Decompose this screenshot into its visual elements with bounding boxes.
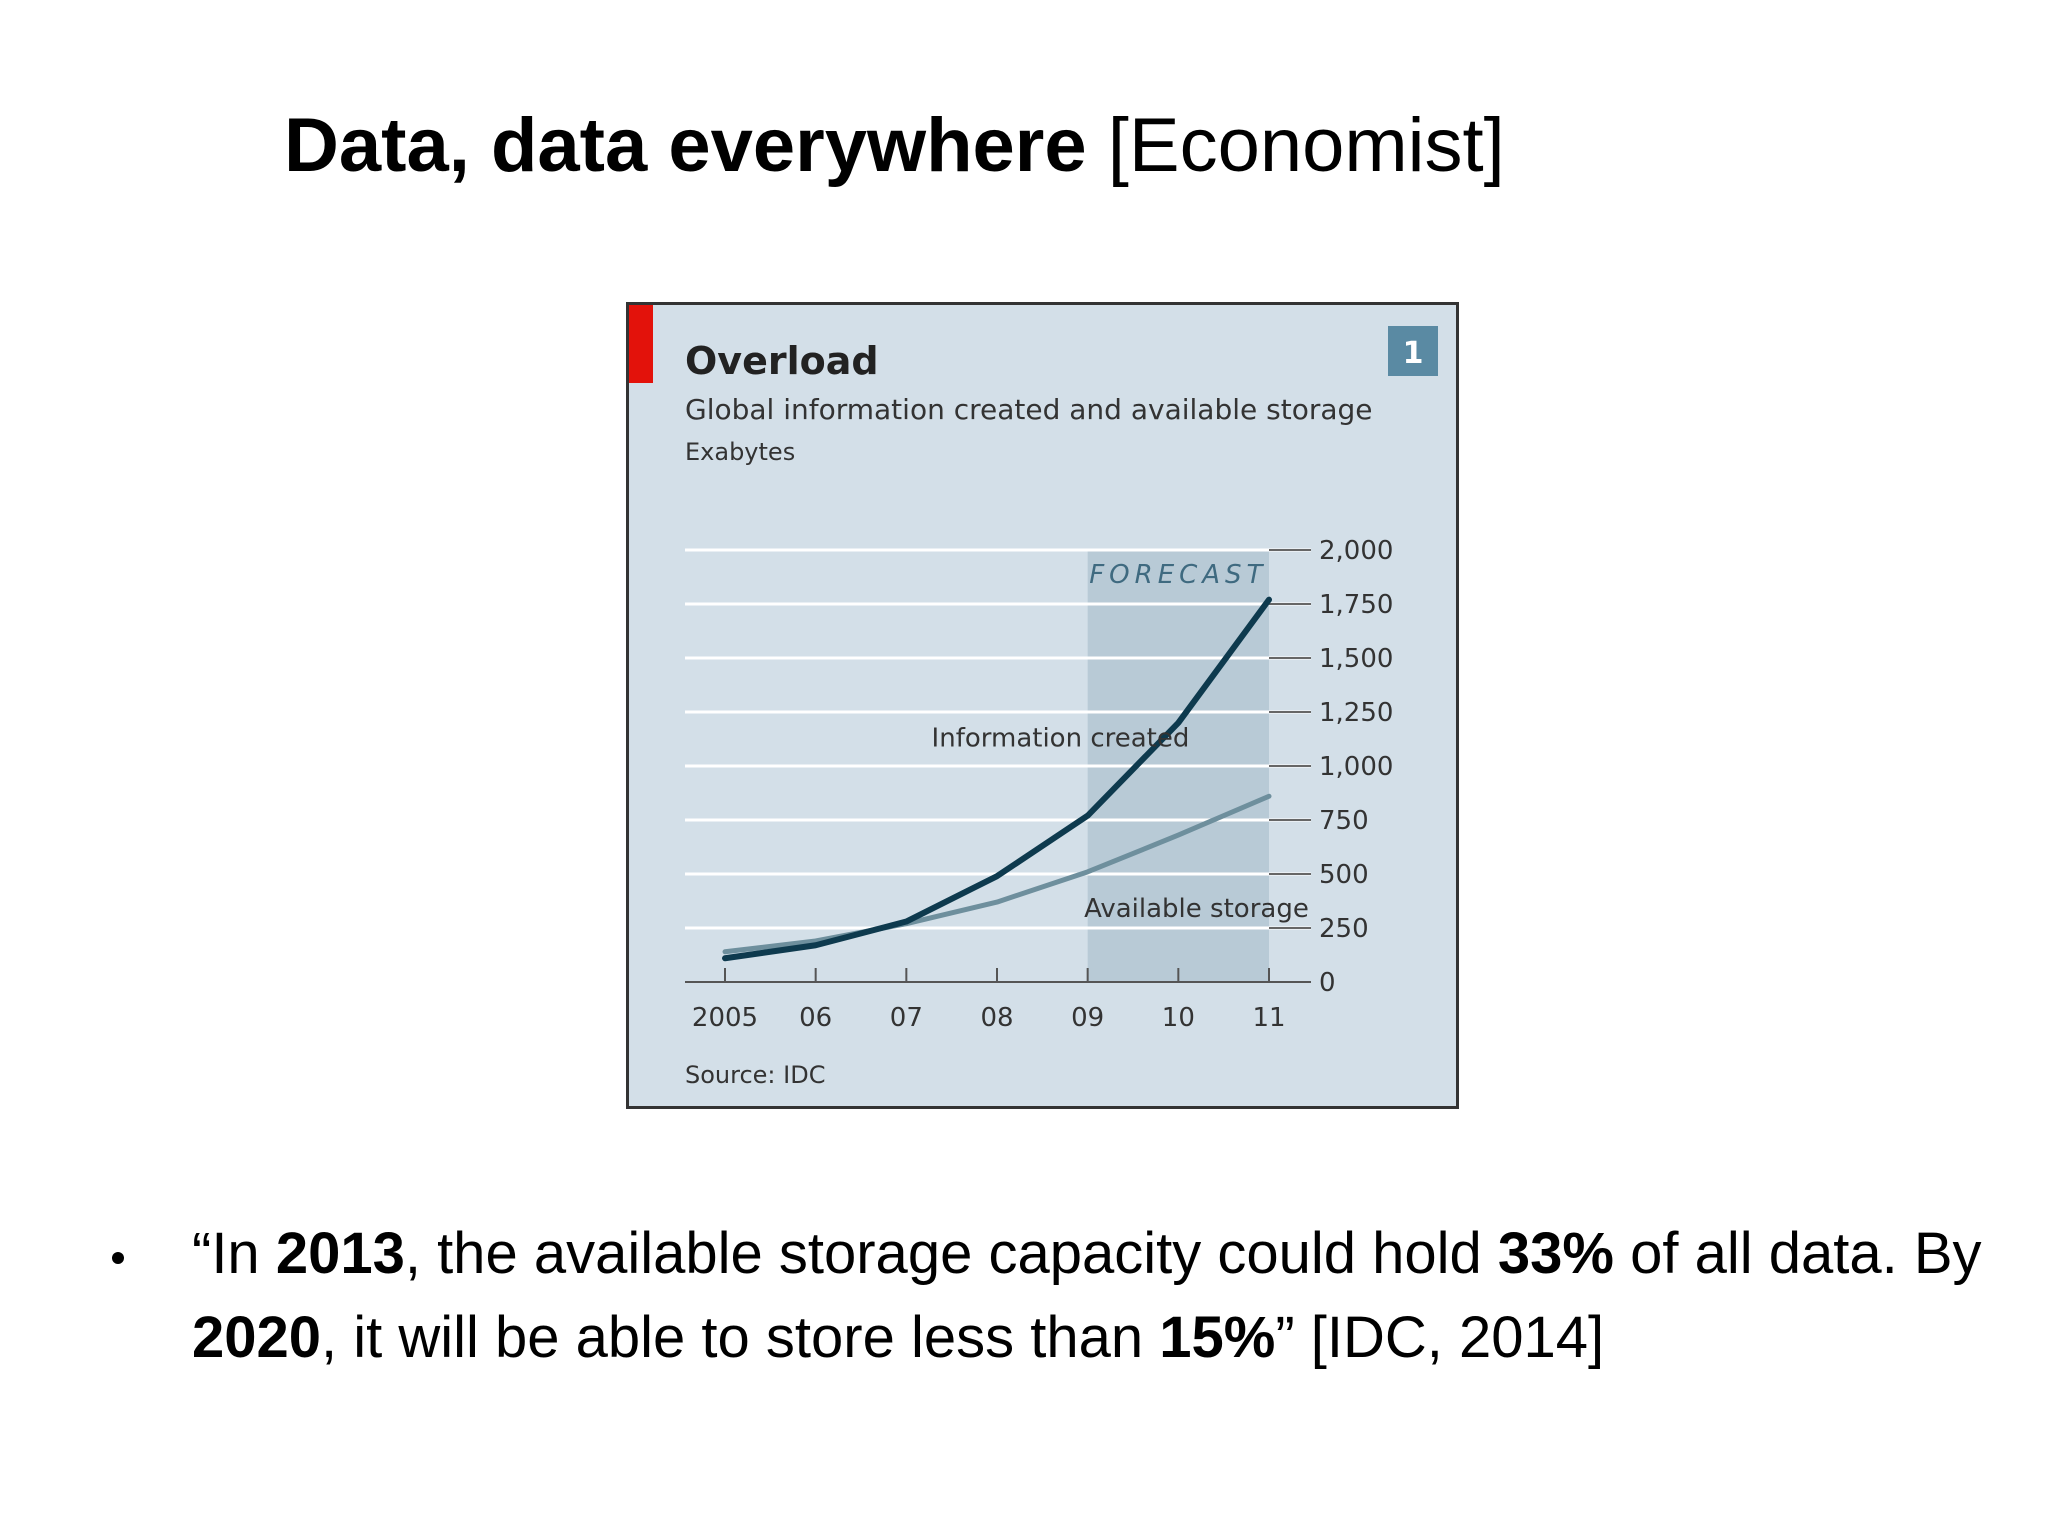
chart-number-badge	[1388, 326, 1438, 376]
chart-red-accent-bar	[629, 305, 653, 383]
x-tick-label: 2005	[692, 1003, 758, 1033]
chart-plot-area: FORECAST 0 250 500 750 1,000 1,250 1,500 1,750 2,…	[685, 536, 1393, 1033]
y-tick-label: 1,500	[1319, 644, 1393, 674]
series-label-available-storage: Available storage	[1084, 894, 1309, 924]
chart-number-badge-label: 1	[1403, 336, 1424, 371]
slide-title-citation: [Economist]	[1086, 103, 1505, 188]
x-tick-label: 06	[799, 1003, 832, 1033]
y-tick-label: 1,000	[1319, 752, 1393, 782]
series-label-information-created: Information created	[932, 724, 1190, 754]
chart-subtitle: Global information created and available…	[685, 393, 1373, 426]
quote-emphasis-15-percent: 15%	[1159, 1305, 1276, 1370]
chart-source: Source: IDC	[685, 1061, 825, 1089]
slide-title: Data, data everywhere [Economist]	[284, 96, 1984, 196]
quote-part: , the available storage capacity could h…	[404, 1221, 1498, 1286]
y-tick-label: 250	[1319, 914, 1369, 944]
quote-emphasis-33-percent: 33%	[1497, 1221, 1614, 1286]
quote-part: , it will be able to store less than	[321, 1305, 1160, 1370]
series-line-available-storage	[722, 793, 1272, 955]
chart-unit-label: Exabytes	[685, 438, 795, 466]
x-tick-label: 07	[890, 1003, 923, 1033]
quote-emphasis-year-2020: 2020	[192, 1305, 322, 1370]
x-tick-label: 11	[1252, 1003, 1285, 1033]
slide-title-main: Data, data everywhere	[284, 103, 1087, 188]
chart-svg: 1 Overload Global information created an…	[629, 305, 1438, 1089]
x-tick-label: 09	[1071, 1003, 1104, 1033]
y-tick-label: 1,750	[1319, 590, 1393, 620]
chart-figure: 1 Overload Global information created an…	[626, 302, 1459, 1109]
quote-part: “In	[192, 1221, 276, 1286]
y-tick-label: 2,000	[1319, 536, 1393, 566]
chart-title: Overload	[685, 339, 879, 383]
quote-part: ” [IDC, 2014]	[1275, 1305, 1605, 1370]
y-tick-label: 0	[1319, 968, 1336, 998]
forecast-label: FORECAST	[1089, 560, 1267, 590]
y-tick-label: 750	[1319, 806, 1369, 836]
series-line-information-created	[722, 596, 1272, 962]
quote-text: “In 2013, the available storage capacity…	[192, 1212, 1992, 1392]
y-tick-label: 1,250	[1319, 698, 1393, 728]
x-tick-label: 10	[1162, 1003, 1195, 1033]
bullet-dot	[112, 1252, 124, 1264]
y-tick-label: 500	[1319, 860, 1369, 890]
quote-emphasis-year-2013: 2013	[275, 1221, 405, 1286]
x-tick-label: 08	[980, 1003, 1013, 1033]
quote-part: of all data. By	[1613, 1221, 1982, 1286]
